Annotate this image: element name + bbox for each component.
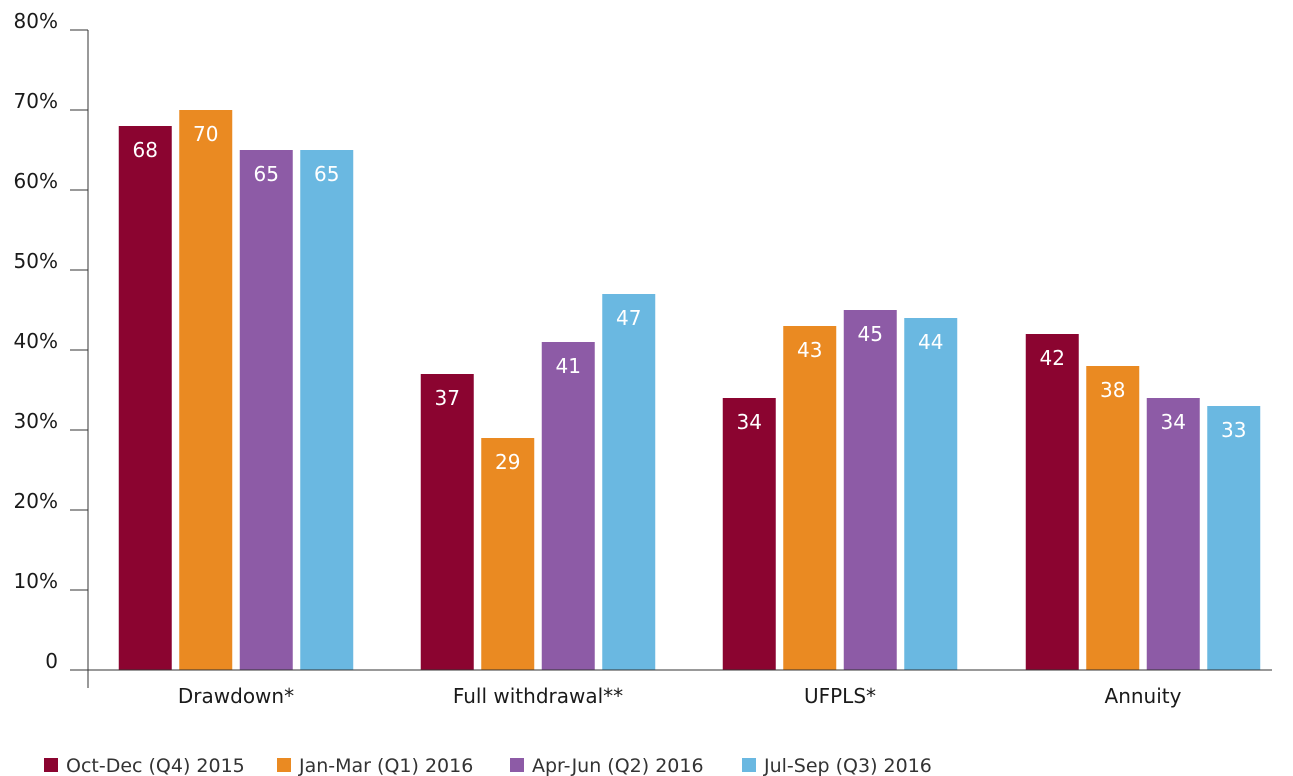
bar	[1025, 334, 1079, 670]
y-tick-label: 50%	[14, 249, 58, 273]
data-label: 41	[556, 354, 581, 378]
legend-swatch	[277, 758, 291, 772]
data-label: 65	[254, 162, 279, 186]
y-tick-label: 10%	[14, 569, 58, 593]
bar	[783, 326, 837, 670]
x-category-label: UFPLS*	[804, 684, 876, 708]
y-tick-label: 20%	[14, 489, 58, 513]
data-label: 65	[314, 162, 339, 186]
legend-label: Jul-Sep (Q3) 2016	[763, 755, 932, 776]
bar	[300, 150, 354, 670]
bar	[541, 342, 595, 670]
legend-label: Jan-Mar (Q1) 2016	[298, 755, 473, 776]
legend-item: Oct-Dec (Q4) 2015	[44, 755, 245, 776]
data-label: 45	[858, 322, 883, 346]
bar	[722, 398, 776, 670]
bar	[1207, 406, 1261, 670]
data-label: 37	[435, 386, 460, 410]
x-category-label: Full withdrawal**	[453, 684, 623, 708]
bar	[420, 374, 474, 670]
x-category-label: Drawdown*	[178, 684, 294, 708]
legend-label: Oct-Dec (Q4) 2015	[66, 755, 245, 776]
y-tick-label: 0	[45, 649, 58, 673]
y-tick-label: 30%	[14, 409, 58, 433]
legend-item: Apr-Jun (Q2) 2016	[510, 755, 704, 776]
x-category-label: Annuity	[1105, 684, 1182, 708]
y-tick-label: 40%	[14, 329, 58, 353]
bar	[239, 150, 293, 670]
y-tick-label: 70%	[14, 89, 58, 113]
bar	[904, 318, 958, 670]
legend-swatch	[44, 758, 58, 772]
legend-item: Jan-Mar (Q1) 2016	[277, 755, 473, 776]
bar	[481, 438, 535, 670]
bars-layer: 68 70 65 65 37 29 41 47 34 43 45 44 42 38 34 33	[118, 110, 1261, 670]
legend-label: Apr-Jun (Q2) 2016	[532, 755, 704, 776]
data-label: 70	[193, 122, 218, 146]
y-tick-label: 80%	[14, 9, 58, 33]
data-label: 34	[737, 410, 762, 434]
bar	[843, 310, 897, 670]
legend-swatch	[510, 758, 524, 772]
data-label: 44	[918, 330, 943, 354]
data-label: 33	[1221, 418, 1246, 442]
bar	[1146, 398, 1200, 670]
axis-layer: 0 10% 20% 30% 40% 50% 60% 70% 80% Drawdown* Full w…	[14, 9, 1272, 708]
data-label: 68	[133, 138, 158, 162]
data-label: 43	[797, 338, 822, 362]
bar	[602, 294, 656, 670]
data-label: 42	[1040, 346, 1065, 370]
data-label: 34	[1161, 410, 1186, 434]
legend-swatch	[742, 758, 756, 772]
bar	[118, 126, 172, 670]
data-label: 47	[616, 306, 641, 330]
data-label: 38	[1100, 378, 1125, 402]
legend: Oct-Dec (Q4) 2015 Jan-Mar (Q1) 2016 Apr-Ju…	[44, 755, 932, 776]
y-tick-label: 60%	[14, 169, 58, 193]
legend-item: Jul-Sep (Q3) 2016	[742, 755, 932, 776]
bar	[179, 110, 233, 670]
data-label: 29	[495, 450, 520, 474]
bar	[1086, 366, 1140, 670]
